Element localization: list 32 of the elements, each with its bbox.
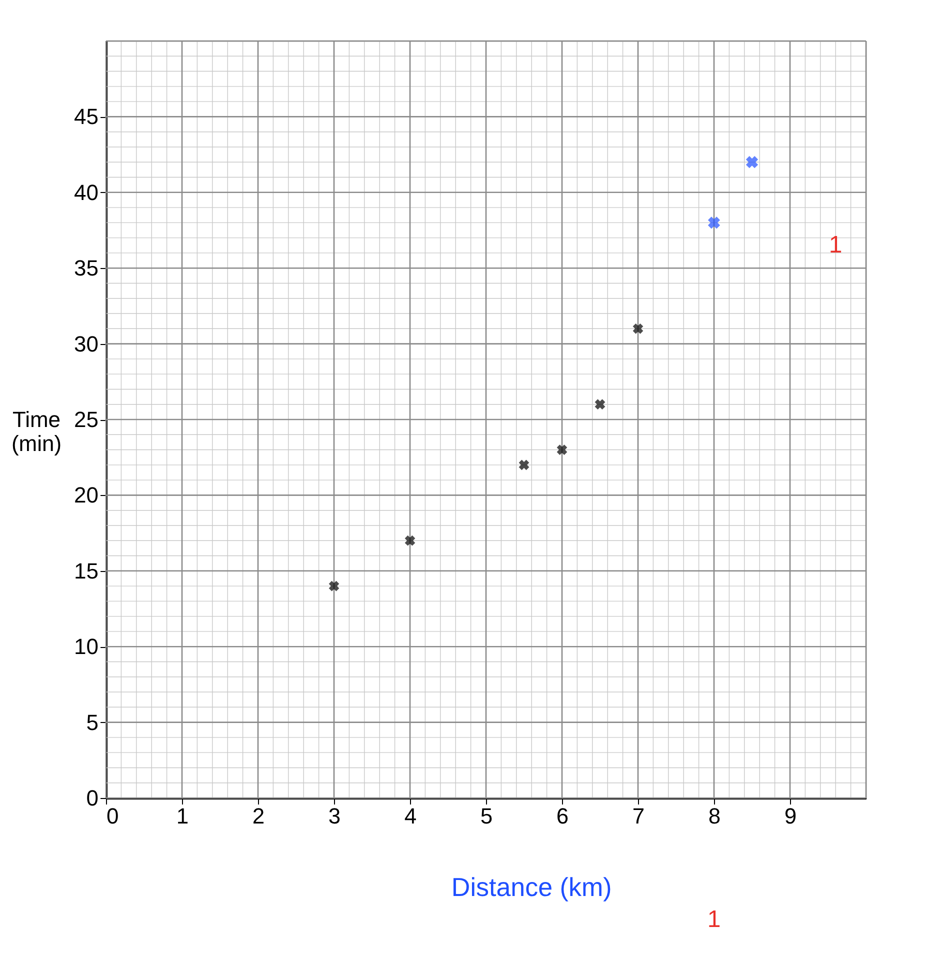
text: 1: [707, 906, 721, 933]
point: [594, 399, 606, 410]
x-tick-label: 4: [404, 804, 417, 828]
point: [328, 580, 340, 592]
y-tick-label: 5: [86, 710, 98, 735]
y-tick-label: 25: [74, 407, 98, 432]
y-tick-label: 10: [74, 634, 98, 660]
x-tick-label: 2: [252, 804, 265, 828]
x-axis-title: Distance (km): [451, 872, 612, 902]
y-tick-label: 0: [86, 786, 98, 810]
annotation: 1: [828, 231, 842, 258]
point: [708, 216, 720, 229]
x-tick-label: 0: [106, 804, 119, 828]
x-tick-label: 8: [708, 804, 721, 828]
y-tick-label: 20: [74, 482, 98, 508]
x-tick-label: 1: [176, 804, 189, 828]
y-tick-label: 35: [74, 256, 98, 281]
y-axis-title: Time (min): [11, 407, 62, 456]
point: [746, 156, 758, 168]
point: [556, 444, 568, 455]
point: [404, 535, 416, 546]
x-tick-label: 6: [556, 804, 569, 828]
point: [632, 323, 644, 334]
point: [518, 460, 530, 470]
x-tick-label: 9: [784, 804, 797, 828]
x-tick-label: 5: [480, 804, 493, 828]
y-tick-label: 45: [74, 104, 98, 130]
y-tick-label: 15: [74, 558, 98, 584]
y-tick-label: 40: [74, 180, 98, 205]
x-tick-label: 7: [632, 804, 645, 828]
x-tick-label: 3: [328, 804, 341, 828]
y-tick-label: 30: [74, 331, 98, 356]
